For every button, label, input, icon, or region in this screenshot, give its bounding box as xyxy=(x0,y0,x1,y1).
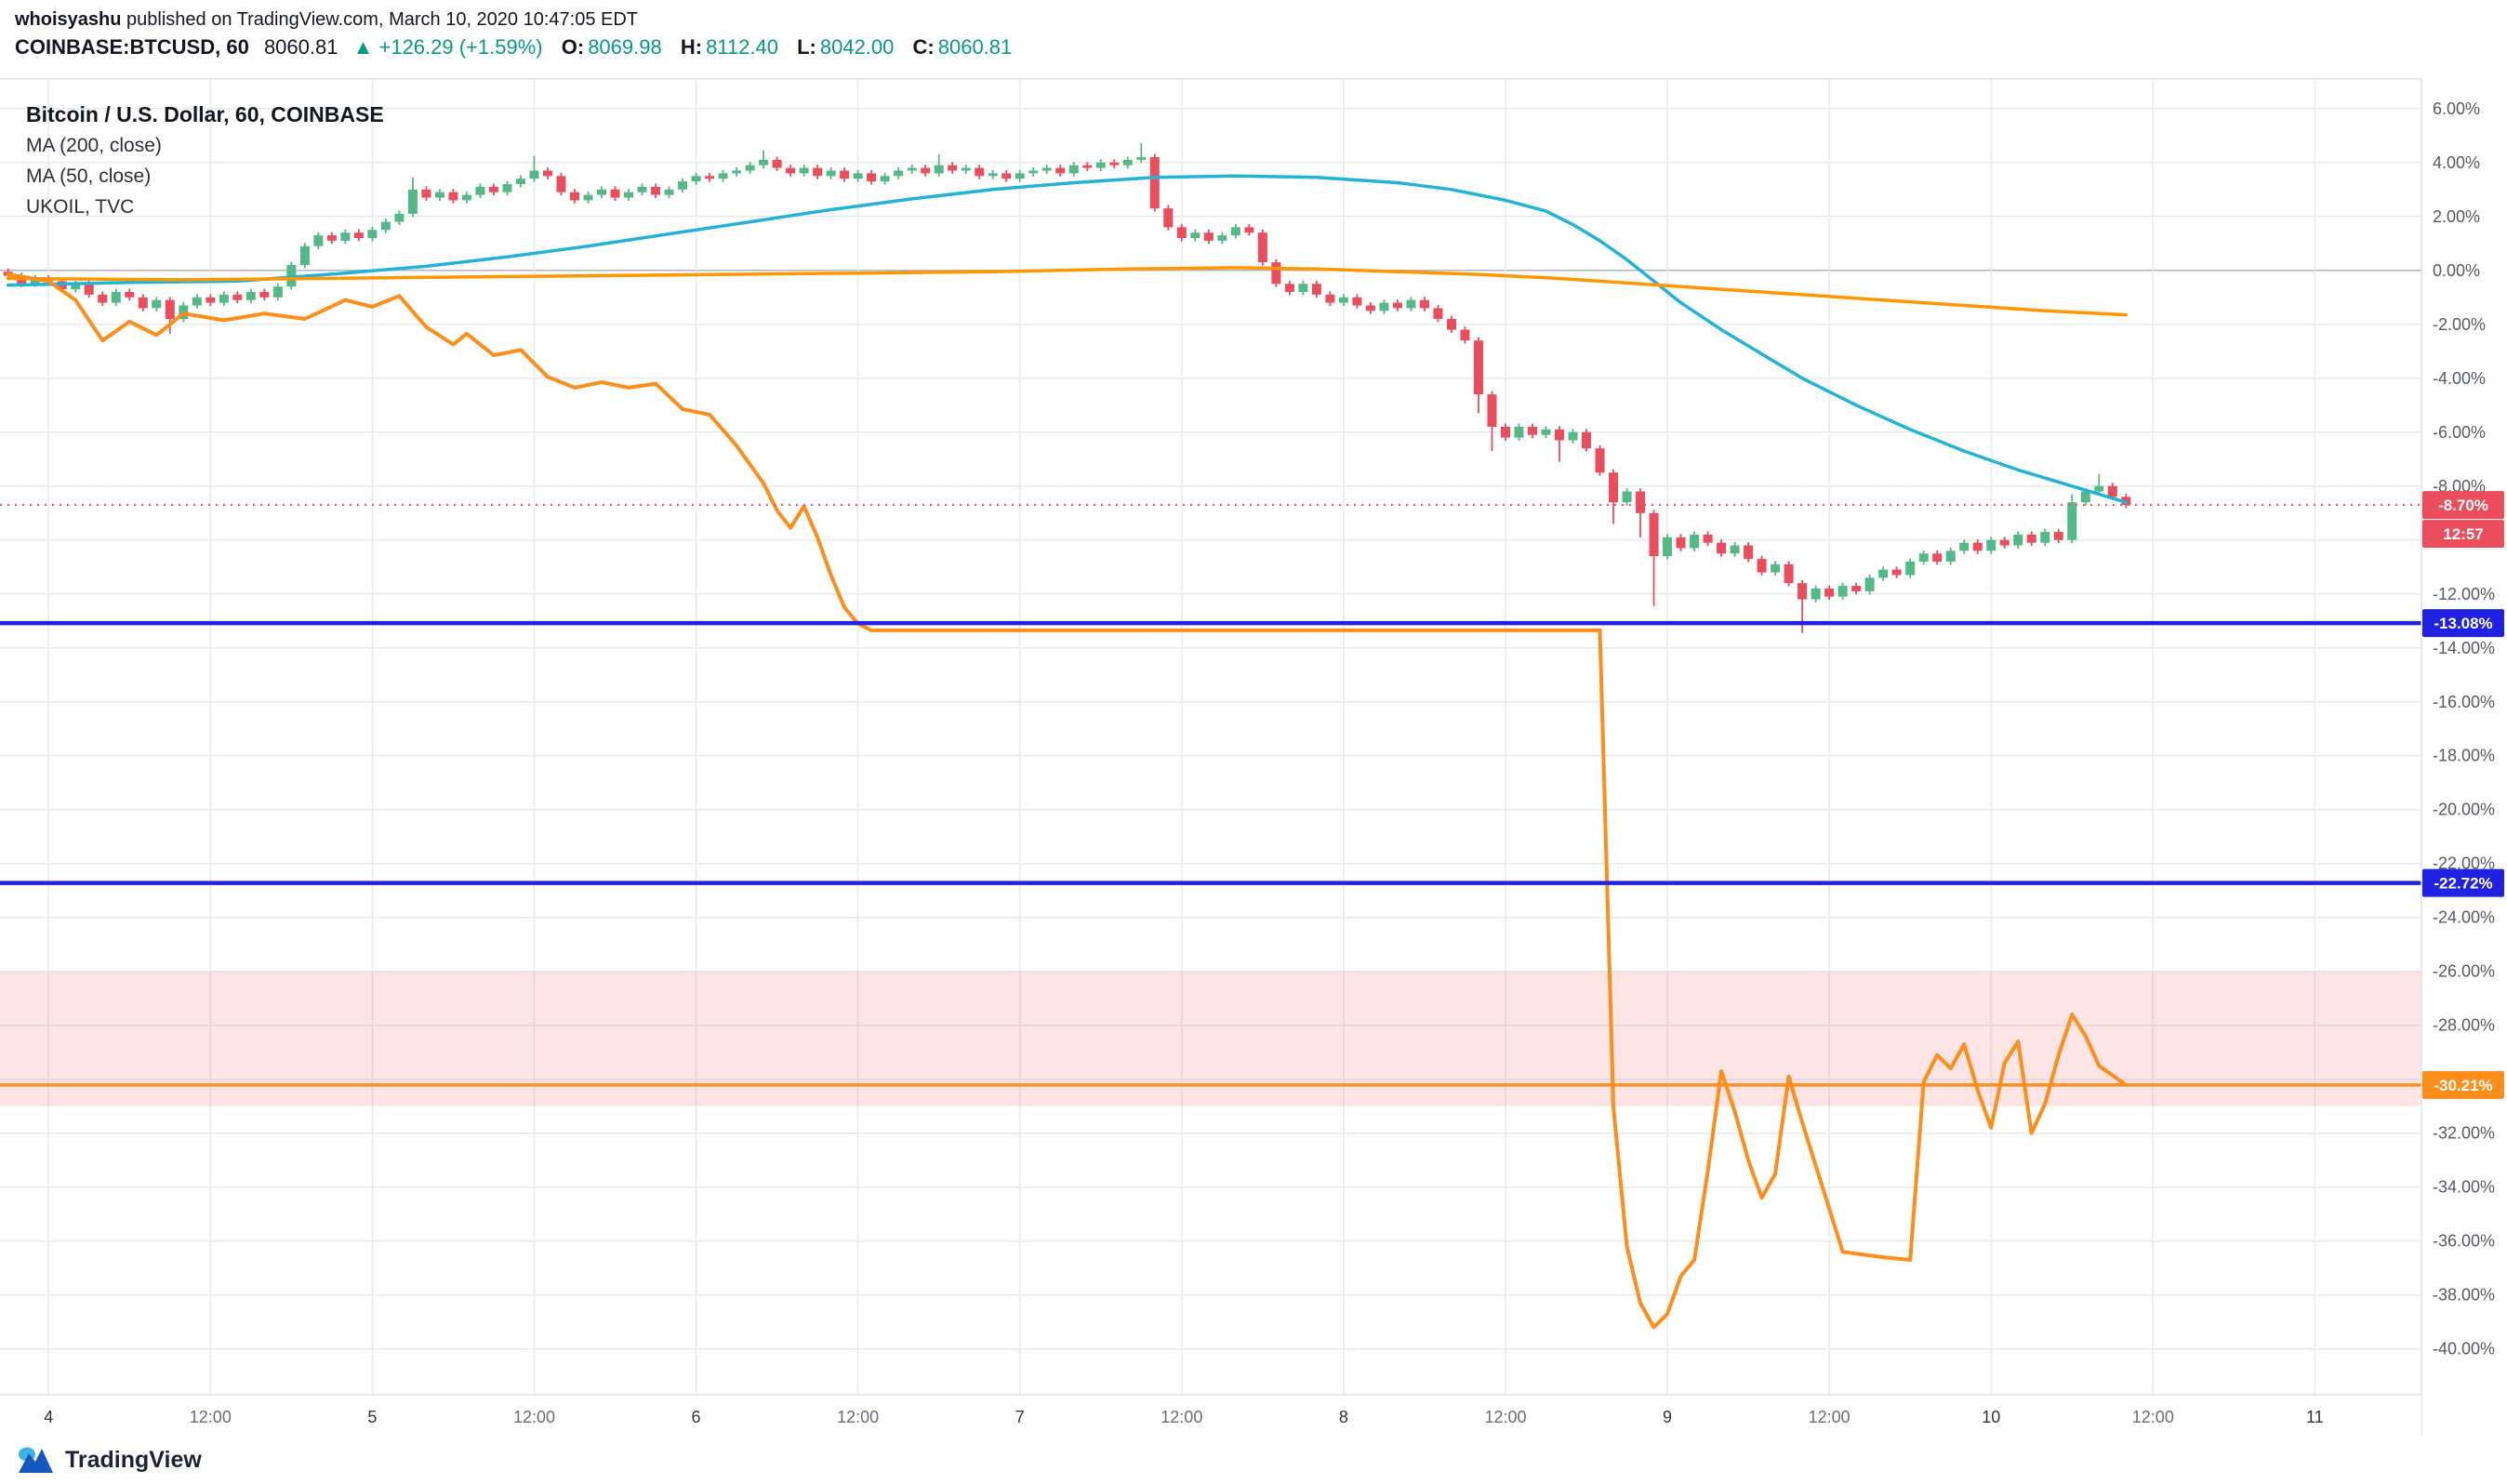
svg-text:-24.00%: -24.00% xyxy=(2433,908,2495,927)
legend-symbol[interactable]: Bitcoin / U.S. Dollar, 60, COINBASE xyxy=(26,102,384,126)
high-value: 8112.40 xyxy=(706,35,778,59)
svg-text:0.00%: 0.00% xyxy=(2433,261,2480,280)
svg-text:4: 4 xyxy=(44,1408,53,1426)
overlay-lines-layer xyxy=(6,174,2129,1330)
svg-text:-30.21%: -30.21% xyxy=(2434,1077,2492,1094)
bar-countdown-label xyxy=(2422,520,2504,549)
low-label: L: xyxy=(797,35,816,59)
svg-text:-22.00%: -22.00% xyxy=(2433,855,2495,873)
footer: TradingView xyxy=(0,1436,2507,1484)
series-line-ma50 xyxy=(6,266,2129,317)
axis-label--8.70% xyxy=(2422,491,2504,520)
legend-ukoil[interactable]: UKOIL, TVC xyxy=(26,196,135,218)
svg-text:2.00%: 2.00% xyxy=(2433,207,2480,226)
svg-text:12:00: 12:00 xyxy=(1161,1408,1202,1426)
svg-text:4.00%: 4.00% xyxy=(2433,153,2480,172)
series-line-ma200 xyxy=(6,174,2129,504)
svg-text:12:00: 12:00 xyxy=(1484,1408,1526,1426)
last-price: 8060.81 xyxy=(263,35,338,59)
svg-text:5: 5 xyxy=(367,1408,377,1426)
series-line-ukoil xyxy=(6,272,2129,1330)
svg-text:7: 7 xyxy=(1015,1408,1025,1426)
svg-text:-26.00%: -26.00% xyxy=(2433,962,2495,981)
svg-text:-38.00%: -38.00% xyxy=(2433,1286,2495,1305)
svg-text:12:00: 12:00 xyxy=(2132,1408,2174,1426)
close-value: 8060.81 xyxy=(937,35,1013,59)
time-axis[interactable]: 4 12:00 5 12:00 6 12:00 7 12:00 8 12:00 9 12:00 10 12… xyxy=(0,1394,2421,1436)
svg-text:-36.00%: -36.00% xyxy=(2433,1232,2495,1251)
svg-text:12:57: 12:57 xyxy=(2443,525,2483,543)
legend-ma50[interactable]: MA (50, close) xyxy=(26,166,152,187)
svg-text:-16.00%: -16.00% xyxy=(2433,693,2495,711)
low-value: 8042.00 xyxy=(819,35,895,59)
chart-legend: Bitcoin / U.S. Dollar, 60, COINBASE MA (… xyxy=(26,99,384,222)
publish-info: whoisyashu published on TradingView.com,… xyxy=(15,7,2507,32)
svg-text:-34.00%: -34.00% xyxy=(2433,1178,2495,1197)
svg-text:-12.00%: -12.00% xyxy=(2433,585,2495,603)
open-label: O: xyxy=(561,35,585,59)
svg-text:-13.08%: -13.08% xyxy=(2434,615,2492,632)
price-chart[interactable]: 6.00% 4.00% 2.00% 0.00% -2.00% -4.00% -6.00% -8… xyxy=(0,78,2507,1436)
svg-text:12:00: 12:00 xyxy=(513,1408,555,1426)
price-axis[interactable]: 6.00% 4.00% 2.00% 0.00% -2.00% -4.00% -6.00% -8… xyxy=(2421,78,2507,1436)
axis-label--22.72% xyxy=(2422,868,2504,897)
svg-text:-6.00%: -6.00% xyxy=(2433,423,2486,442)
svg-text:12:00: 12:00 xyxy=(837,1408,879,1426)
svg-text:-28.00%: -28.00% xyxy=(2433,1016,2495,1035)
legend-ma200[interactable]: MA (200, close) xyxy=(26,135,162,156)
svg-text:-4.00%: -4.00% xyxy=(2433,369,2486,388)
symbol-title: COINBASE:BTCUSD, 60 xyxy=(15,35,249,59)
svg-text:-14.00%: -14.00% xyxy=(2433,639,2495,657)
snapshot-header: whoisyashu published on TradingView.com,… xyxy=(0,0,2507,78)
svg-text:12:00: 12:00 xyxy=(190,1408,232,1426)
svg-text:-22.72%: -22.72% xyxy=(2434,875,2492,893)
svg-text:-8.00%: -8.00% xyxy=(2433,477,2486,496)
grid-layer xyxy=(0,78,2505,1395)
chart-area[interactable]: 6.00% 4.00% 2.00% 0.00% -2.00% -4.00% -6.00% -8… xyxy=(0,78,2507,1436)
high-label: H: xyxy=(680,35,703,59)
brand-name[interactable]: TradingView xyxy=(65,1446,202,1473)
price-change: ▲ +126.29 (+1.59%) xyxy=(352,35,543,59)
svg-text:-40.00%: -40.00% xyxy=(2433,1340,2495,1358)
svg-text:-18.00%: -18.00% xyxy=(2433,747,2495,765)
svg-text:8: 8 xyxy=(1339,1408,1348,1426)
candles-layer[interactable] xyxy=(3,142,2131,633)
svg-text:-8.70%: -8.70% xyxy=(2438,497,2488,514)
axis-label--30.21% xyxy=(2422,1070,2504,1099)
svg-text:6: 6 xyxy=(692,1408,701,1426)
svg-text:6.00%: 6.00% xyxy=(2433,99,2480,118)
publish-text: published on TradingView.com, March 10, … xyxy=(121,9,639,30)
svg-text:9: 9 xyxy=(1663,1408,1672,1426)
svg-text:-20.00%: -20.00% xyxy=(2433,801,2495,819)
horizontal-lines-layer[interactable] xyxy=(0,504,2421,1087)
author-name: whoisyashu xyxy=(15,9,122,30)
svg-text:-32.00%: -32.00% xyxy=(2433,1124,2495,1143)
svg-text:10: 10 xyxy=(1982,1408,2000,1426)
open-value: 8069.98 xyxy=(588,35,662,59)
symbol-ohlc-bar: COINBASE:BTCUSD, 60 8060.81 ▲ +126.29 (+… xyxy=(15,32,2507,63)
close-label: C: xyxy=(912,35,935,59)
svg-text:11: 11 xyxy=(2306,1408,2324,1426)
svg-text:12:00: 12:00 xyxy=(1809,1408,1850,1426)
tradingview-logo[interactable] xyxy=(17,1444,54,1476)
svg-text:-2.00%: -2.00% xyxy=(2433,315,2486,334)
axis-label--13.08% xyxy=(2422,609,2504,638)
